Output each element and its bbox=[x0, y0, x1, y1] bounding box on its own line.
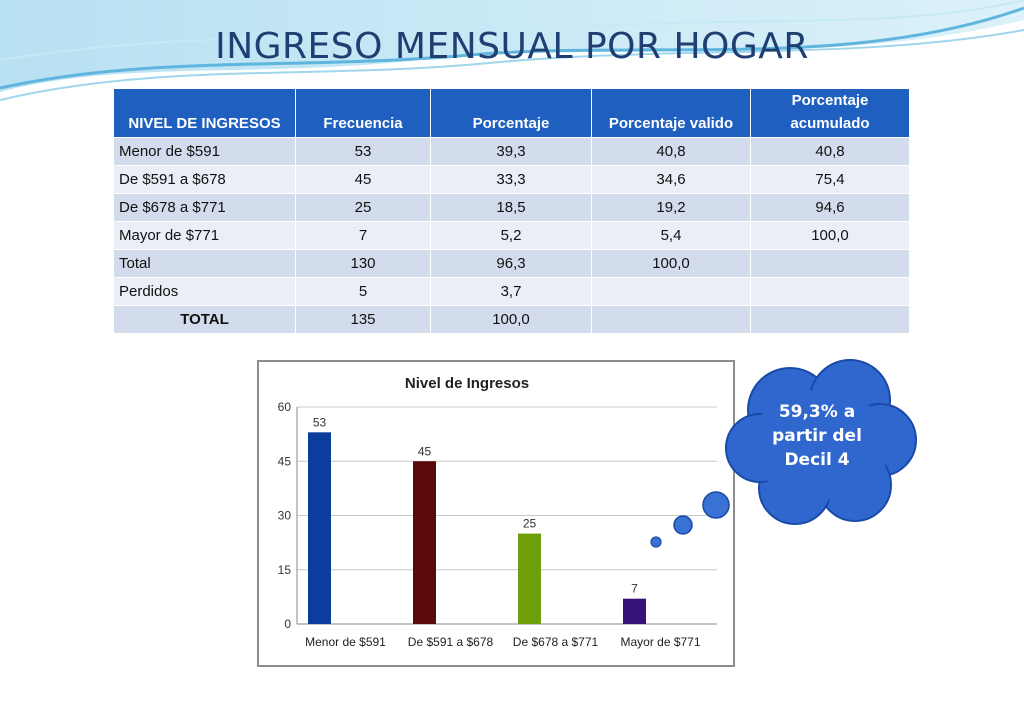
cell-valido: 19,2 bbox=[591, 193, 751, 222]
cell-porcentaje: 39,3 bbox=[430, 137, 592, 166]
cell-acumulado: 100,0 bbox=[750, 221, 910, 250]
y-tick-label: 15 bbox=[278, 563, 292, 577]
table-row: TOTAL 135 100,0 bbox=[113, 305, 910, 334]
cell-frecuencia: 25 bbox=[295, 193, 431, 222]
row-label: TOTAL bbox=[113, 305, 296, 334]
cell-valido: 5,4 bbox=[591, 221, 751, 250]
cell-frecuencia: 45 bbox=[295, 165, 431, 194]
table-row: Perdidos 5 3,7 bbox=[113, 277, 910, 306]
row-label: De $678 a $771 bbox=[113, 193, 296, 222]
cell-acumulado bbox=[750, 249, 910, 278]
callout-line: partir del bbox=[772, 426, 862, 446]
col-header-porcentaje: Porcentaje bbox=[430, 88, 592, 138]
table-row: Menor de $591 53 39,3 40,8 40,8 bbox=[113, 137, 910, 166]
cell-valido: 100,0 bbox=[591, 249, 751, 278]
col-header-porcentaje-valido: Porcentaje valido bbox=[591, 88, 751, 138]
callout-line: Decil 4 bbox=[784, 450, 850, 470]
cell-frecuencia: 135 bbox=[295, 305, 431, 334]
table-header-row: NIVEL DE INGRESOS Frecuencia Porcentaje … bbox=[113, 88, 910, 138]
table-row: Total 130 96,3 100,0 bbox=[113, 249, 910, 278]
y-tick-label: 0 bbox=[284, 617, 291, 631]
cell-acumulado: 94,6 bbox=[750, 193, 910, 222]
income-table: NIVEL DE INGRESOS Frecuencia Porcentaje … bbox=[113, 88, 910, 334]
y-tick-label: 45 bbox=[278, 454, 292, 468]
cell-porcentaje: 3,7 bbox=[430, 277, 592, 306]
bar bbox=[623, 598, 646, 624]
cell-porcentaje: 96,3 bbox=[430, 249, 592, 278]
cell-valido bbox=[591, 277, 751, 306]
bar-data-label: 45 bbox=[418, 444, 432, 458]
cell-acumulado: 75,4 bbox=[750, 165, 910, 194]
x-tick-label: Menor de $591 bbox=[305, 635, 386, 649]
cell-porcentaje: 100,0 bbox=[430, 305, 592, 334]
bar bbox=[308, 432, 331, 624]
cell-porcentaje: 5,2 bbox=[430, 221, 592, 250]
x-tick-label: De $678 a $771 bbox=[513, 635, 599, 649]
row-label: De $591 a $678 bbox=[113, 165, 296, 194]
cell-frecuencia: 7 bbox=[295, 221, 431, 250]
bar-data-label: 25 bbox=[523, 517, 537, 531]
col-header-frecuencia: Frecuencia bbox=[295, 88, 431, 138]
col-header-porcentaje-acumulado: Porcentaje acumulado bbox=[750, 88, 910, 138]
chart-title: Nivel de Ingresos bbox=[405, 375, 529, 392]
row-label: Perdidos bbox=[113, 277, 296, 306]
x-tick-label: Mayor de $771 bbox=[620, 635, 700, 649]
bar bbox=[413, 461, 436, 624]
row-label: Menor de $591 bbox=[113, 137, 296, 166]
table-row: De $591 a $678 45 33,3 34,6 75,4 bbox=[113, 165, 910, 194]
col-header-nivel: NIVEL DE INGRESOS bbox=[113, 88, 296, 138]
cell-acumulado bbox=[750, 305, 910, 334]
y-tick-label: 60 bbox=[278, 400, 292, 414]
cell-valido: 40,8 bbox=[591, 137, 751, 166]
row-label: Mayor de $771 bbox=[113, 221, 296, 250]
slide-title: INGRESO MENSUAL POR HOGAR bbox=[215, 26, 809, 67]
cell-valido: 34,6 bbox=[591, 165, 751, 194]
callout-line: 59,3% a bbox=[778, 402, 856, 422]
bar-chart: Nivel de Ingresos 0 15 30 45 60 53 Menor de $59… bbox=[278, 375, 717, 649]
bar-data-label: 7 bbox=[631, 582, 638, 596]
row-label: Total bbox=[113, 249, 296, 278]
cell-frecuencia: 130 bbox=[295, 249, 431, 278]
bar-data-label: 53 bbox=[313, 415, 327, 429]
table-row: Mayor de $771 7 5,2 5,4 100,0 bbox=[113, 221, 910, 250]
bar bbox=[518, 533, 541, 624]
cell-porcentaje: 33,3 bbox=[430, 165, 592, 194]
table-row: De $678 a $771 25 18,5 19,2 94,6 bbox=[113, 193, 910, 222]
y-tick-label: 30 bbox=[278, 509, 292, 523]
cell-porcentaje: 18,5 bbox=[430, 193, 592, 222]
x-tick-label: De $591 a $678 bbox=[408, 635, 494, 649]
chart-frame: Nivel de Ingresos 0 15 30 45 60 53 Menor de $59… bbox=[257, 360, 735, 667]
cell-acumulado bbox=[750, 277, 910, 306]
callout-text: 59,3% a partir del Decil 4 bbox=[752, 400, 882, 472]
cell-acumulado: 40,8 bbox=[750, 137, 910, 166]
cell-frecuencia: 53 bbox=[295, 137, 431, 166]
cell-frecuencia: 5 bbox=[295, 277, 431, 306]
cell-valido bbox=[591, 305, 751, 334]
